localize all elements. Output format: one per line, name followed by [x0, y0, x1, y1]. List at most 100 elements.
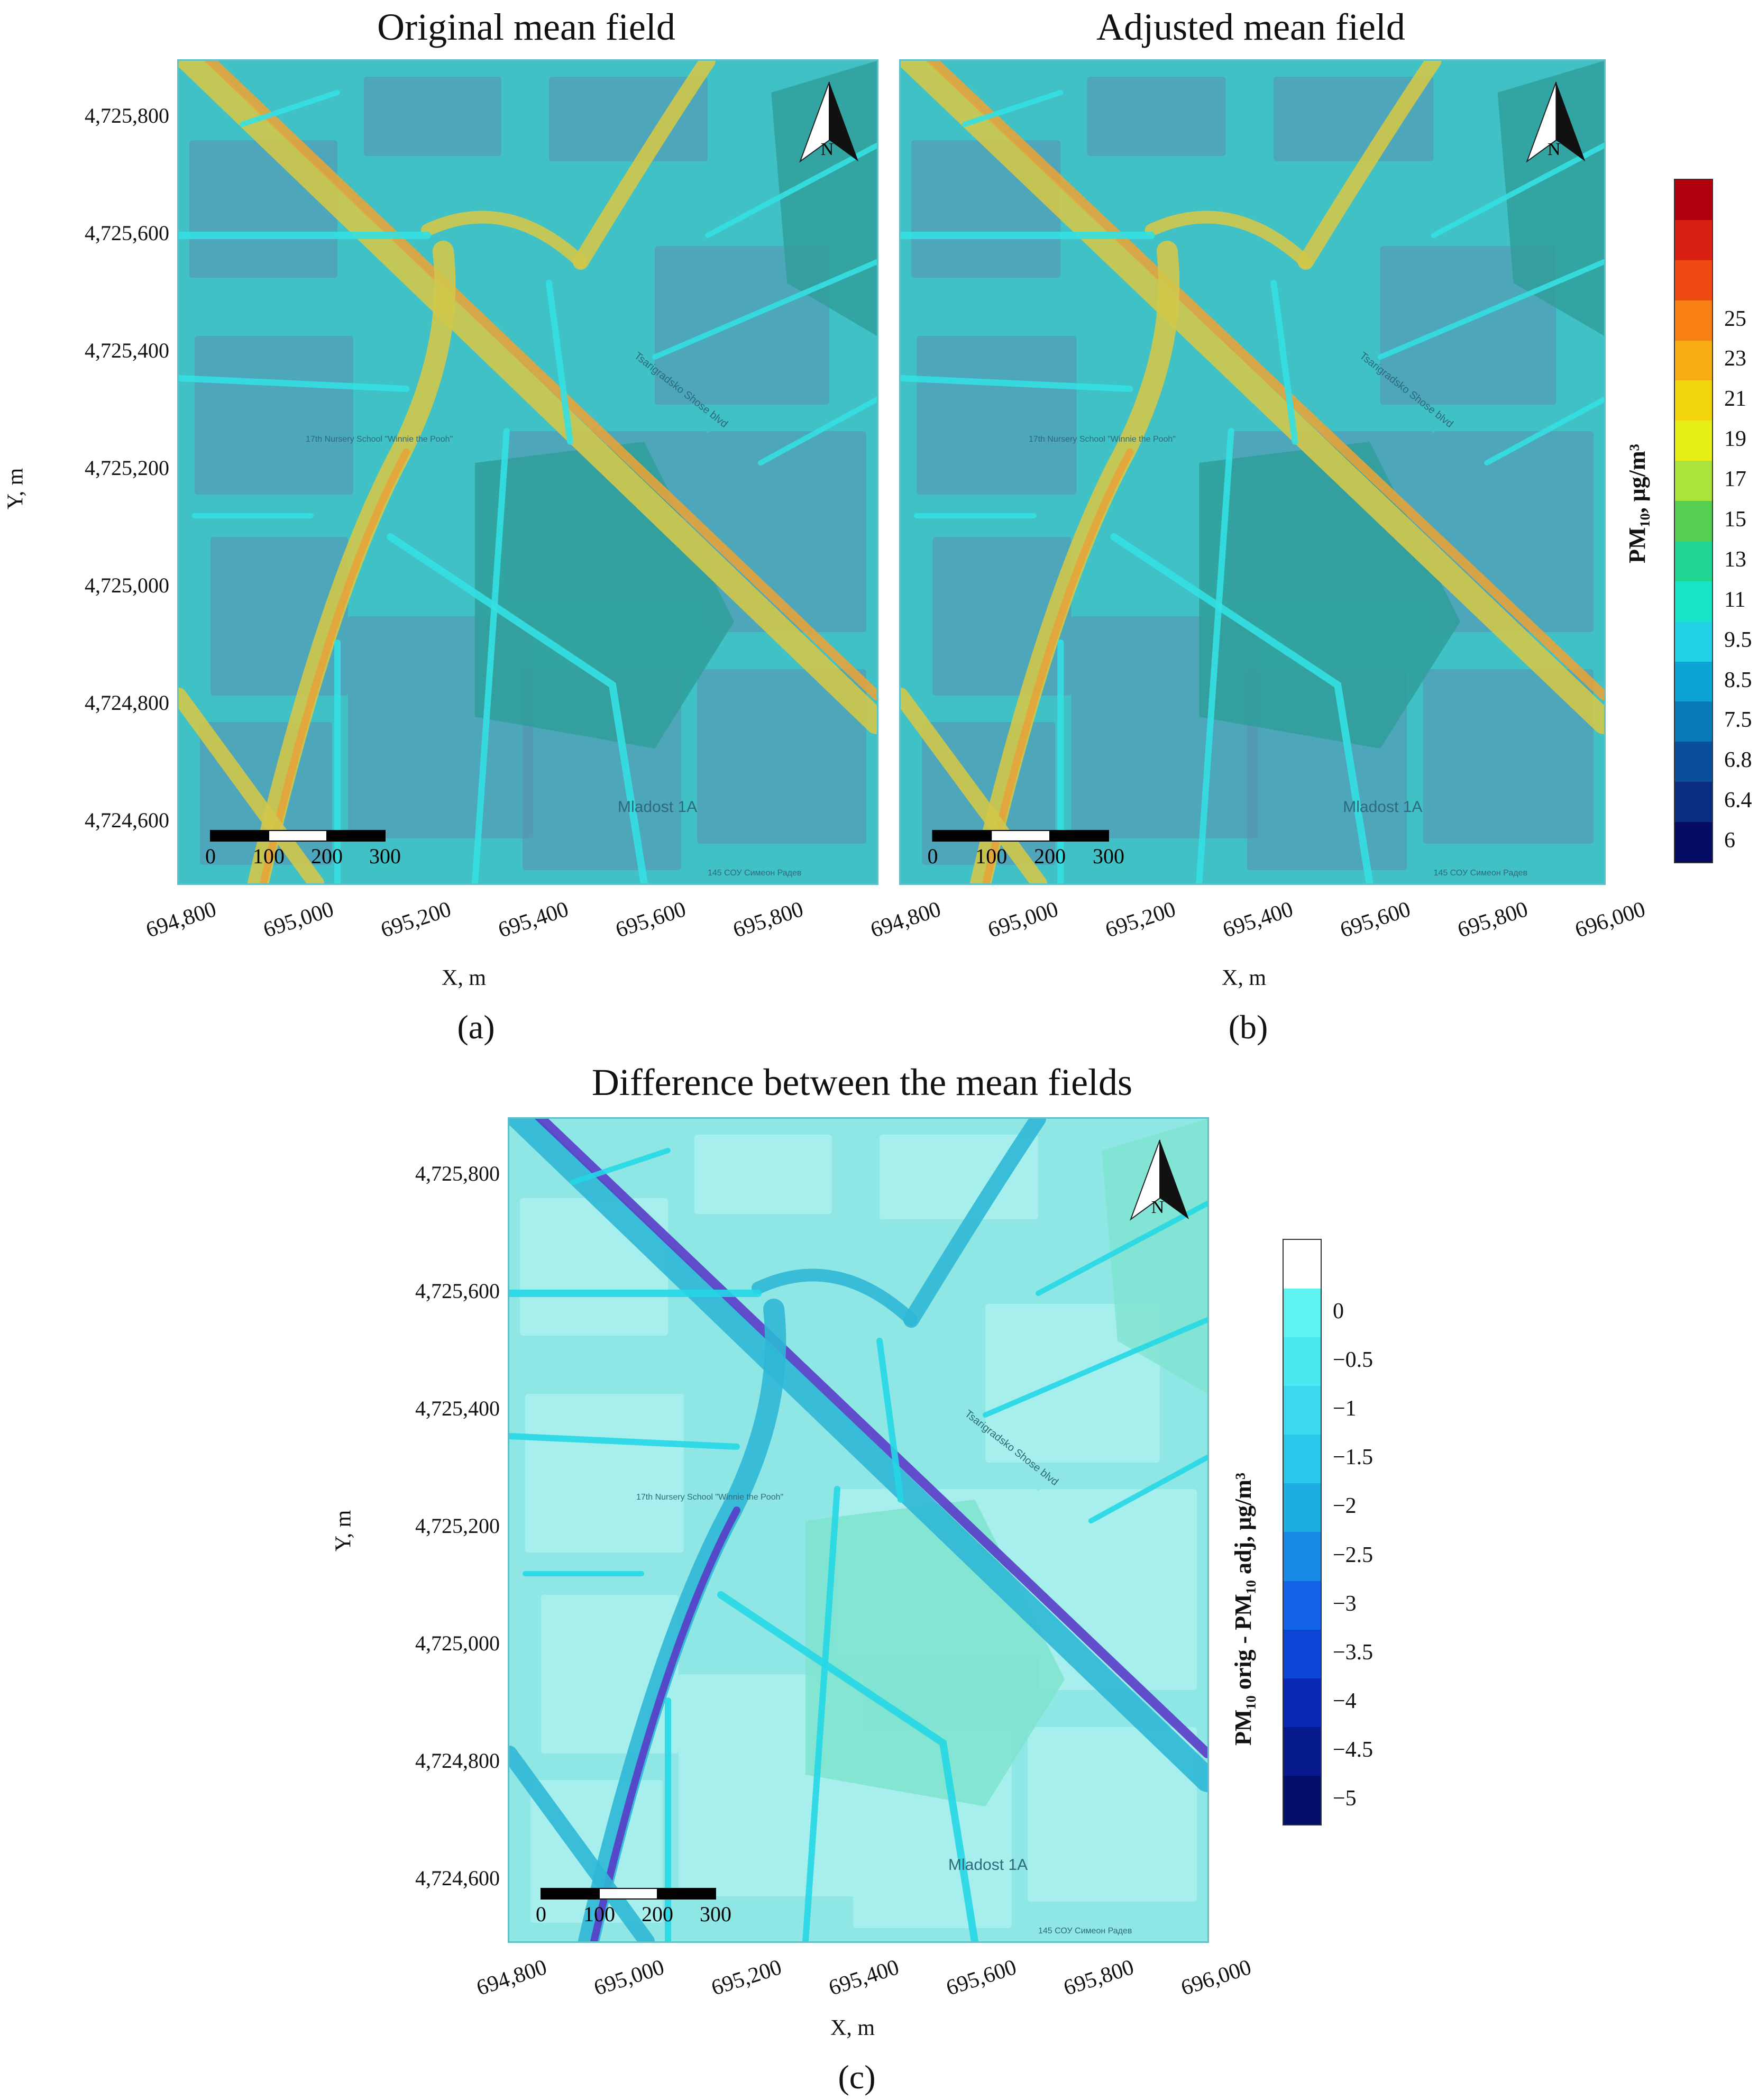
- scale-bar-label: 0: [536, 1902, 546, 1926]
- colorbar-swatch: [1284, 1435, 1321, 1484]
- road: [705, 143, 877, 238]
- colorbar-tick-label: −0.5: [1333, 1348, 1374, 1373]
- road: [509, 1433, 740, 1450]
- colorbar-swatch: [1675, 822, 1712, 862]
- building-block: [880, 1135, 1038, 1219]
- road: [578, 1299, 786, 1941]
- road: [901, 688, 1047, 883]
- colorbar-swatch: [1675, 782, 1712, 822]
- x-tick-label: 695,800: [1454, 897, 1531, 943]
- colorbar-tick-label: −1: [1333, 1396, 1357, 1421]
- pm10-colorbar-title: PM₁₀, μg/m³: [1624, 444, 1650, 563]
- x-tick-label: 696,000: [1572, 897, 1649, 943]
- north-label: N: [1548, 140, 1561, 159]
- x-tick-label: 695,600: [943, 1955, 1020, 2001]
- road: [179, 375, 409, 392]
- colorbar-tick-label: −5: [1333, 1786, 1357, 1811]
- colorbar-tick-label: 7.5: [1724, 708, 1752, 733]
- road: [248, 241, 456, 883]
- park-area: [1102, 1119, 1207, 1394]
- colorbar-tick-label: 0: [1333, 1299, 1344, 1324]
- y-tick-label: 4,725,400: [85, 339, 169, 362]
- road: [962, 90, 1064, 127]
- scale-bar-label: 100: [975, 844, 1007, 868]
- building-block: [655, 246, 829, 405]
- colorbar-swatch: [1284, 1483, 1321, 1532]
- colorbar-tick-label: 21: [1724, 387, 1746, 412]
- colorbar-tick-label: 23: [1724, 346, 1746, 371]
- road: [802, 1486, 840, 1941]
- colorbar-tick-label: 6.8: [1724, 748, 1752, 773]
- building-block: [917, 336, 1077, 495]
- colorbar-swatch: [1675, 220, 1712, 260]
- road: [1270, 280, 1298, 445]
- scale-bar-label: 0: [927, 844, 938, 868]
- road: [240, 90, 340, 127]
- colorbar-swatch: [1284, 1240, 1321, 1289]
- road: [901, 61, 1604, 734]
- building-block: [549, 77, 708, 161]
- scale-bar-segment: [210, 830, 269, 842]
- scale-bar-label: 200: [311, 844, 343, 868]
- x-tick-label: 695,600: [612, 897, 689, 943]
- building-block: [1423, 669, 1594, 844]
- x-tick-label: 695,200: [1102, 897, 1179, 943]
- colorbar-tick-label: 17: [1724, 467, 1746, 492]
- x-tick-label: 696,000: [1178, 1955, 1255, 2001]
- scale-bar-label: 200: [642, 1902, 673, 1926]
- school-label: 145 СОУ Симеон Радев: [708, 869, 801, 878]
- road: [1377, 259, 1604, 360]
- park-area: [771, 61, 877, 336]
- colorbar-tick-label: −4.5: [1333, 1737, 1374, 1762]
- colorbar-swatch: [1284, 1678, 1321, 1727]
- road: [901, 375, 1133, 392]
- y-tick-label: 4,725,600: [85, 221, 169, 245]
- colorbar-tick-label: 6.4: [1724, 788, 1752, 813]
- building-block: [1274, 77, 1434, 161]
- panel-a-map[interactable]: Mladost 1A Tsarigradsko Shose blvd 145 СОУ…: [177, 59, 878, 885]
- colorbar-swatch: [1675, 541, 1712, 581]
- road: [652, 259, 877, 360]
- road: [983, 1317, 1207, 1418]
- road: [590, 1506, 740, 1941]
- scale-bar-segment: [268, 830, 327, 842]
- road: [570, 1148, 671, 1185]
- building-block: [694, 1135, 832, 1214]
- x-tick-label: 695,400: [1220, 897, 1296, 943]
- x-tick-label: 695,800: [1060, 1955, 1137, 2001]
- district-label: Mladost 1A: [1343, 798, 1422, 816]
- colorbar-tick-label: 13: [1724, 547, 1746, 572]
- colorbar-tick-label: −4: [1333, 1688, 1357, 1713]
- panel-b-map[interactable]: Mladost 1A Tsarigradsko Shose blvd 145 СОУ…: [899, 59, 1606, 885]
- x-tick-label: 695,600: [1337, 897, 1414, 943]
- panel-b-title: Adjusted mean field: [1096, 6, 1405, 48]
- colorbar-swatch: [1284, 1775, 1321, 1824]
- x-tick-label: 695,200: [708, 1955, 785, 2001]
- road: [903, 1119, 1046, 1328]
- colorbar-tick-label: 6: [1724, 828, 1735, 853]
- road: [758, 397, 877, 465]
- road: [1144, 211, 1312, 268]
- scale-bar-segment: [541, 1888, 600, 1900]
- building-block: [985, 1304, 1160, 1463]
- road: [472, 428, 510, 883]
- road: [387, 533, 648, 883]
- road: [1196, 428, 1234, 883]
- park-area: [1497, 61, 1604, 336]
- y-tick-label: 4,724,600: [415, 1866, 500, 1890]
- colorbar-swatch: [1284, 1386, 1321, 1435]
- building-block: [364, 77, 501, 156]
- y-tick-label: 4,725,000: [415, 1631, 500, 1655]
- colorbar-swatch: [1284, 1581, 1321, 1630]
- colorbar-swatch: [1675, 621, 1712, 662]
- colorbar-swatch: [1284, 1629, 1321, 1678]
- building-block: [525, 1394, 684, 1553]
- panel-c-map[interactable]: Mladost 1A Tsarigradsko Shose blvd 145 СОУ…: [508, 1117, 1209, 1943]
- scale-bar: 0 100 200 300: [536, 1888, 731, 1926]
- panel-c-caption: (c): [838, 2058, 876, 2096]
- road: [204, 61, 877, 700]
- building-block: [1380, 246, 1556, 405]
